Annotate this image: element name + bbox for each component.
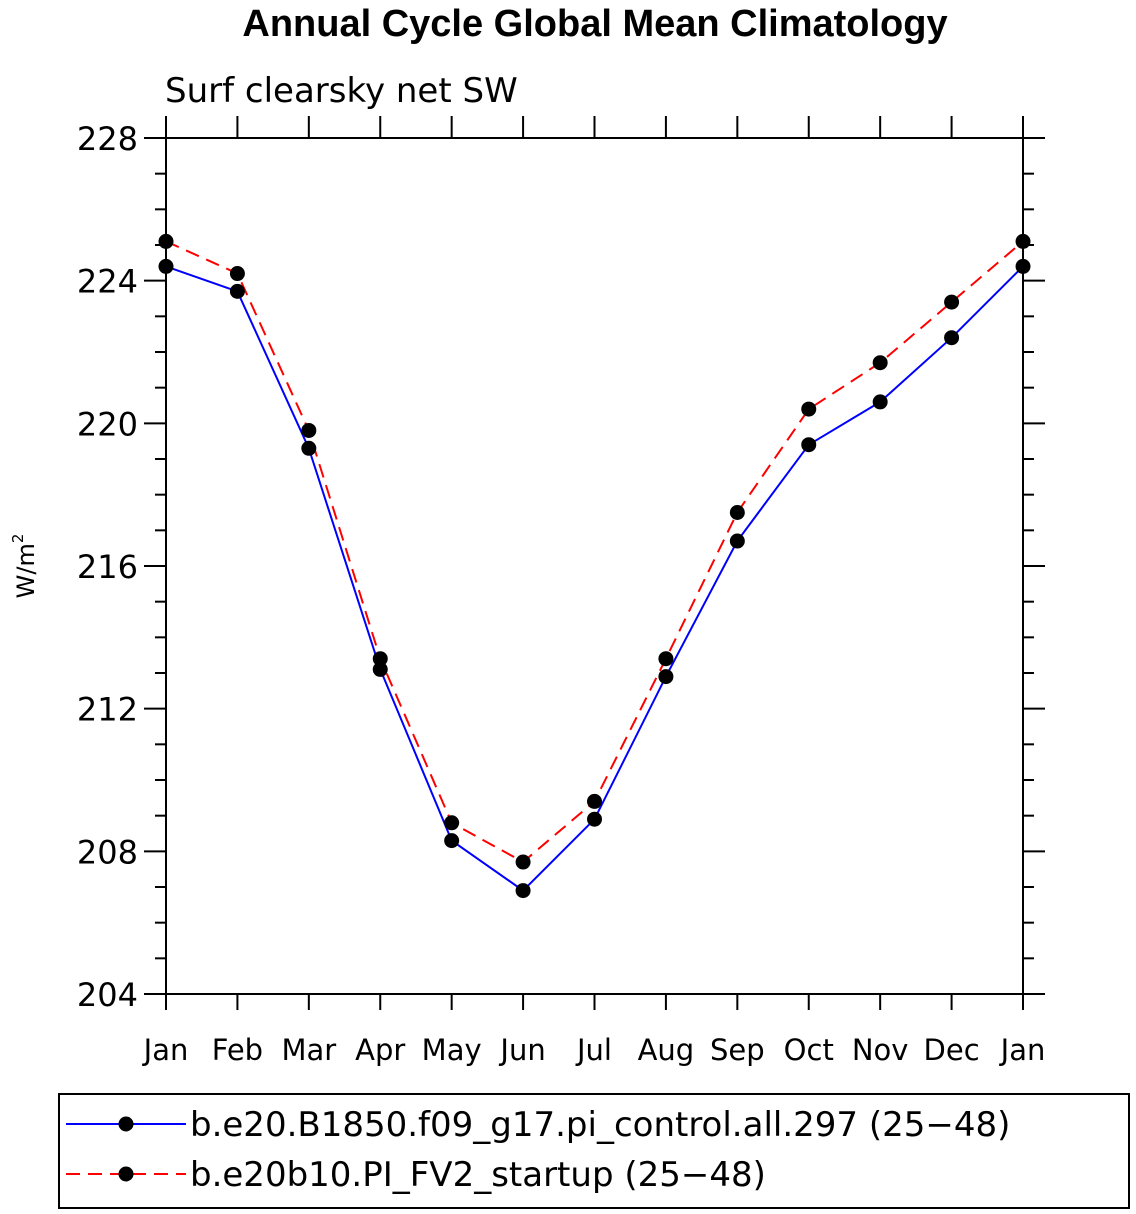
series-2-point (801, 401, 817, 417)
series-1-point (801, 437, 817, 453)
legend-box (58, 1093, 1130, 1209)
axis-ticks (144, 116, 1045, 1010)
x-tick-label: Jun (498, 1033, 545, 1067)
y-tick-label: 208 (77, 833, 138, 871)
series-2-point (515, 854, 531, 870)
x-tick-label: Aug (638, 1033, 695, 1067)
series-2-point (729, 505, 745, 520)
series-1-point (229, 283, 245, 299)
series-1-point (1015, 258, 1031, 274)
legend-marker-1 (118, 1116, 134, 1132)
legend-marker-2 (118, 1166, 134, 1182)
x-tick-label: Jul (575, 1033, 612, 1067)
x-tick-label: Sep (710, 1033, 765, 1067)
x-tick-label: Jan (142, 1033, 189, 1067)
y-axis-label-superscript: 2 (9, 534, 27, 544)
series-1-point (587, 811, 602, 827)
y-tick-label: 220 (77, 405, 138, 443)
series-2-point (872, 355, 888, 371)
y-tick-label: 212 (77, 691, 138, 729)
series-2-point (301, 422, 317, 438)
chart-title: Annual Cycle Global Mean Climatology (242, 3, 947, 45)
series-points (158, 233, 1031, 899)
legend-label-1: b.e20.B1850.f09_g17.pi_control.all.297 (… (190, 1105, 1010, 1145)
series-2-point (944, 294, 960, 310)
series-1-point (872, 394, 888, 410)
series-2-point (158, 233, 174, 249)
legend-label-2: b.e20b10.PI_FV2_startup (25−48) (190, 1155, 766, 1195)
x-tick-label: Apr (355, 1033, 405, 1067)
x-tick-label: Mar (281, 1033, 336, 1067)
y-axis-label: W/m2 (9, 534, 40, 599)
series-line-2 (165, 240, 1024, 864)
x-tick-labels: Jan Feb Mar Apr May Jun Jul Aug Sep Oct Nov Dec Jan (142, 1033, 1046, 1067)
series-1-point (158, 258, 174, 274)
plot-frame (165, 137, 1024, 995)
x-tick-label: Feb (212, 1033, 263, 1067)
series-2-point (229, 266, 245, 282)
series-1-point (301, 440, 317, 456)
chart-subtitle: Surf clearsky net SW (165, 71, 518, 111)
series-1-point (658, 669, 674, 685)
series-1-point (944, 330, 960, 346)
y-tick-label: 224 (77, 263, 138, 301)
series-1-point (729, 533, 745, 549)
y-tick-label: 204 (77, 976, 138, 1014)
y-tick-label: 216 (77, 548, 138, 586)
x-tick-label: Oct (784, 1033, 834, 1067)
legend: b.e20.B1850.f09_g17.pi_control.all.297 (… (58, 1093, 1130, 1209)
series-1-point (444, 833, 460, 849)
series-lines (165, 240, 1024, 892)
series-2-point (587, 793, 602, 809)
series-1-point (515, 883, 531, 899)
series-1-point (372, 661, 388, 677)
x-tick-label: Jan (999, 1033, 1046, 1067)
series-2-point (1015, 233, 1031, 249)
series-2-point (658, 651, 674, 667)
x-tick-label: May (422, 1033, 482, 1067)
y-tick-label: 228 (77, 120, 138, 158)
y-axis-label-unit: W/m (12, 543, 40, 598)
series-2-point (372, 651, 388, 667)
x-tick-label: Nov (852, 1033, 909, 1067)
series-2-point (444, 815, 460, 831)
y-tick-labels: 204 208 212 216 220 224 228 (77, 120, 138, 1014)
x-tick-label: Dec (924, 1033, 980, 1067)
